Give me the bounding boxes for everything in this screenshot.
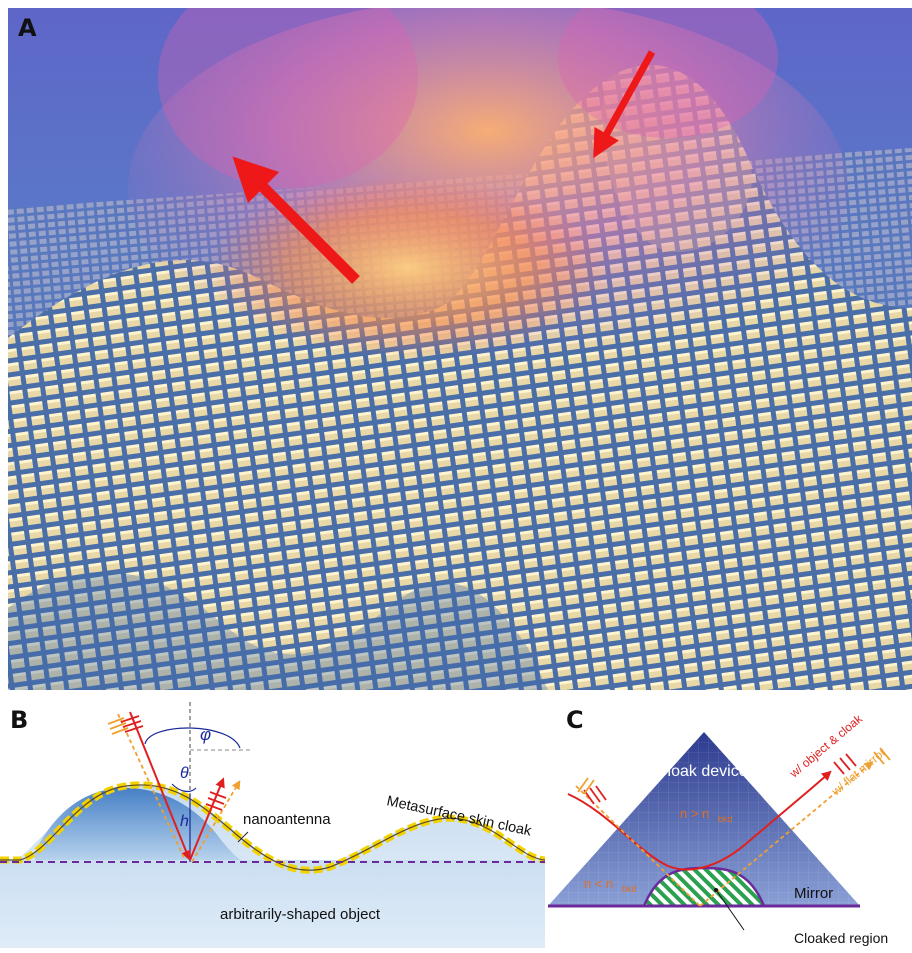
cloak-device-label: Cloak device [656, 763, 748, 780]
nanoantenna-label: nanoantenna [243, 811, 331, 828]
theta-label: θ [180, 765, 189, 782]
svg-text:bkd: bkd [622, 884, 637, 894]
panel-label-b: B [10, 706, 29, 734]
cloaked-region-label: Cloaked region [794, 930, 888, 946]
n-greater-label: n > n bkd [680, 806, 733, 824]
panel-label-a: A [18, 14, 37, 42]
n-less-label: n < n bkd [584, 876, 637, 894]
svg-text:n > n: n > n [680, 806, 709, 821]
incident-beam-arrow [593, 50, 656, 159]
phi-label: φ [200, 725, 211, 744]
metasurface-3d-render [8, 0, 912, 690]
height-label: h [180, 813, 189, 830]
panel-a-illustration [8, 0, 912, 690]
panel-c-diagram: Cloak device n > n bkd n < n bkd Mirror … [548, 692, 912, 948]
panel-label-c: C [566, 706, 584, 734]
svg-text:bkd: bkd [718, 814, 733, 824]
panel-b-diagram: φ θ h nanoantenna Metasurface skin cloak… [0, 692, 546, 948]
flat-mirror-ray-label: w/ flat mirror [828, 745, 888, 799]
mirror-label: Mirror [794, 885, 833, 902]
reflected-beam-arrow [232, 156, 360, 284]
svg-text:n < n: n < n [584, 876, 613, 891]
object-label: arbitrarily-shaped object [220, 906, 381, 923]
